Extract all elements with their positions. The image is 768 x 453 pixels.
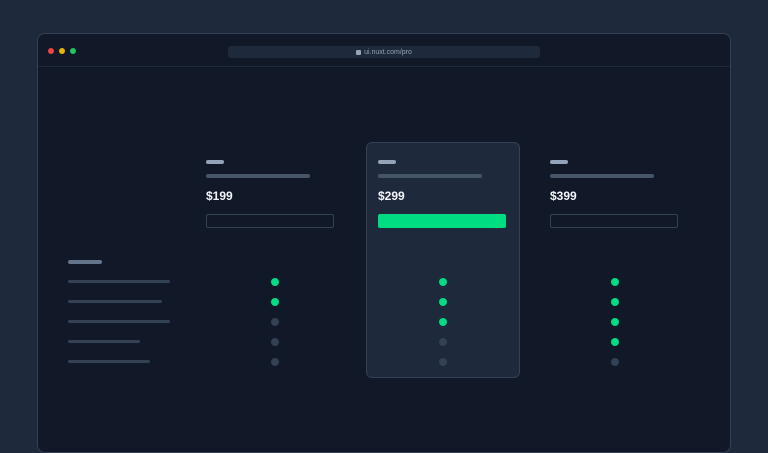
plan-price: $199 [206,189,233,203]
feature-label-placeholder [68,280,170,283]
plan-description-placeholder [378,174,482,178]
plan-name-placeholder [378,160,396,164]
plan-price: $399 [550,189,577,203]
feature-excluded-icon [271,338,279,346]
feature-included-icon [439,298,447,306]
plan-description-placeholder [550,174,654,178]
minimize-dot-icon[interactable] [59,48,65,54]
plan-select-button[interactable] [378,214,506,228]
feature-label-placeholder [68,300,162,303]
feature-excluded-icon [439,358,447,366]
feature-excluded-icon [439,338,447,346]
feature-label-placeholder [68,340,140,343]
feature-label-placeholder [68,360,150,363]
feature-included-icon [271,278,279,286]
address-bar[interactable]: ui.nuxt.com/pro [228,46,540,58]
plan-description-placeholder [206,174,310,178]
plan-select-button[interactable] [550,214,678,228]
browser-window: ui.nuxt.com/pro $199 $299 $399 [37,33,731,453]
features-heading-placeholder [68,260,102,264]
feature-excluded-icon [611,358,619,366]
feature-included-icon [271,298,279,306]
plan-name-placeholder [550,160,568,164]
feature-included-icon [611,298,619,306]
maximize-dot-icon[interactable] [70,48,76,54]
plan-name-placeholder [206,160,224,164]
url-text: ui.nuxt.com/pro [364,48,412,56]
feature-included-icon [439,318,447,326]
plan-price: $299 [378,189,405,203]
feature-included-icon [611,278,619,286]
title-bar: ui.nuxt.com/pro [38,34,730,67]
feature-excluded-icon [271,358,279,366]
feature-included-icon [439,278,447,286]
feature-excluded-icon [271,318,279,326]
plan-select-button[interactable] [206,214,334,228]
feature-included-icon [611,338,619,346]
close-dot-icon[interactable] [48,48,54,54]
feature-label-placeholder [68,320,170,323]
lock-icon [356,49,362,55]
feature-included-icon [611,318,619,326]
